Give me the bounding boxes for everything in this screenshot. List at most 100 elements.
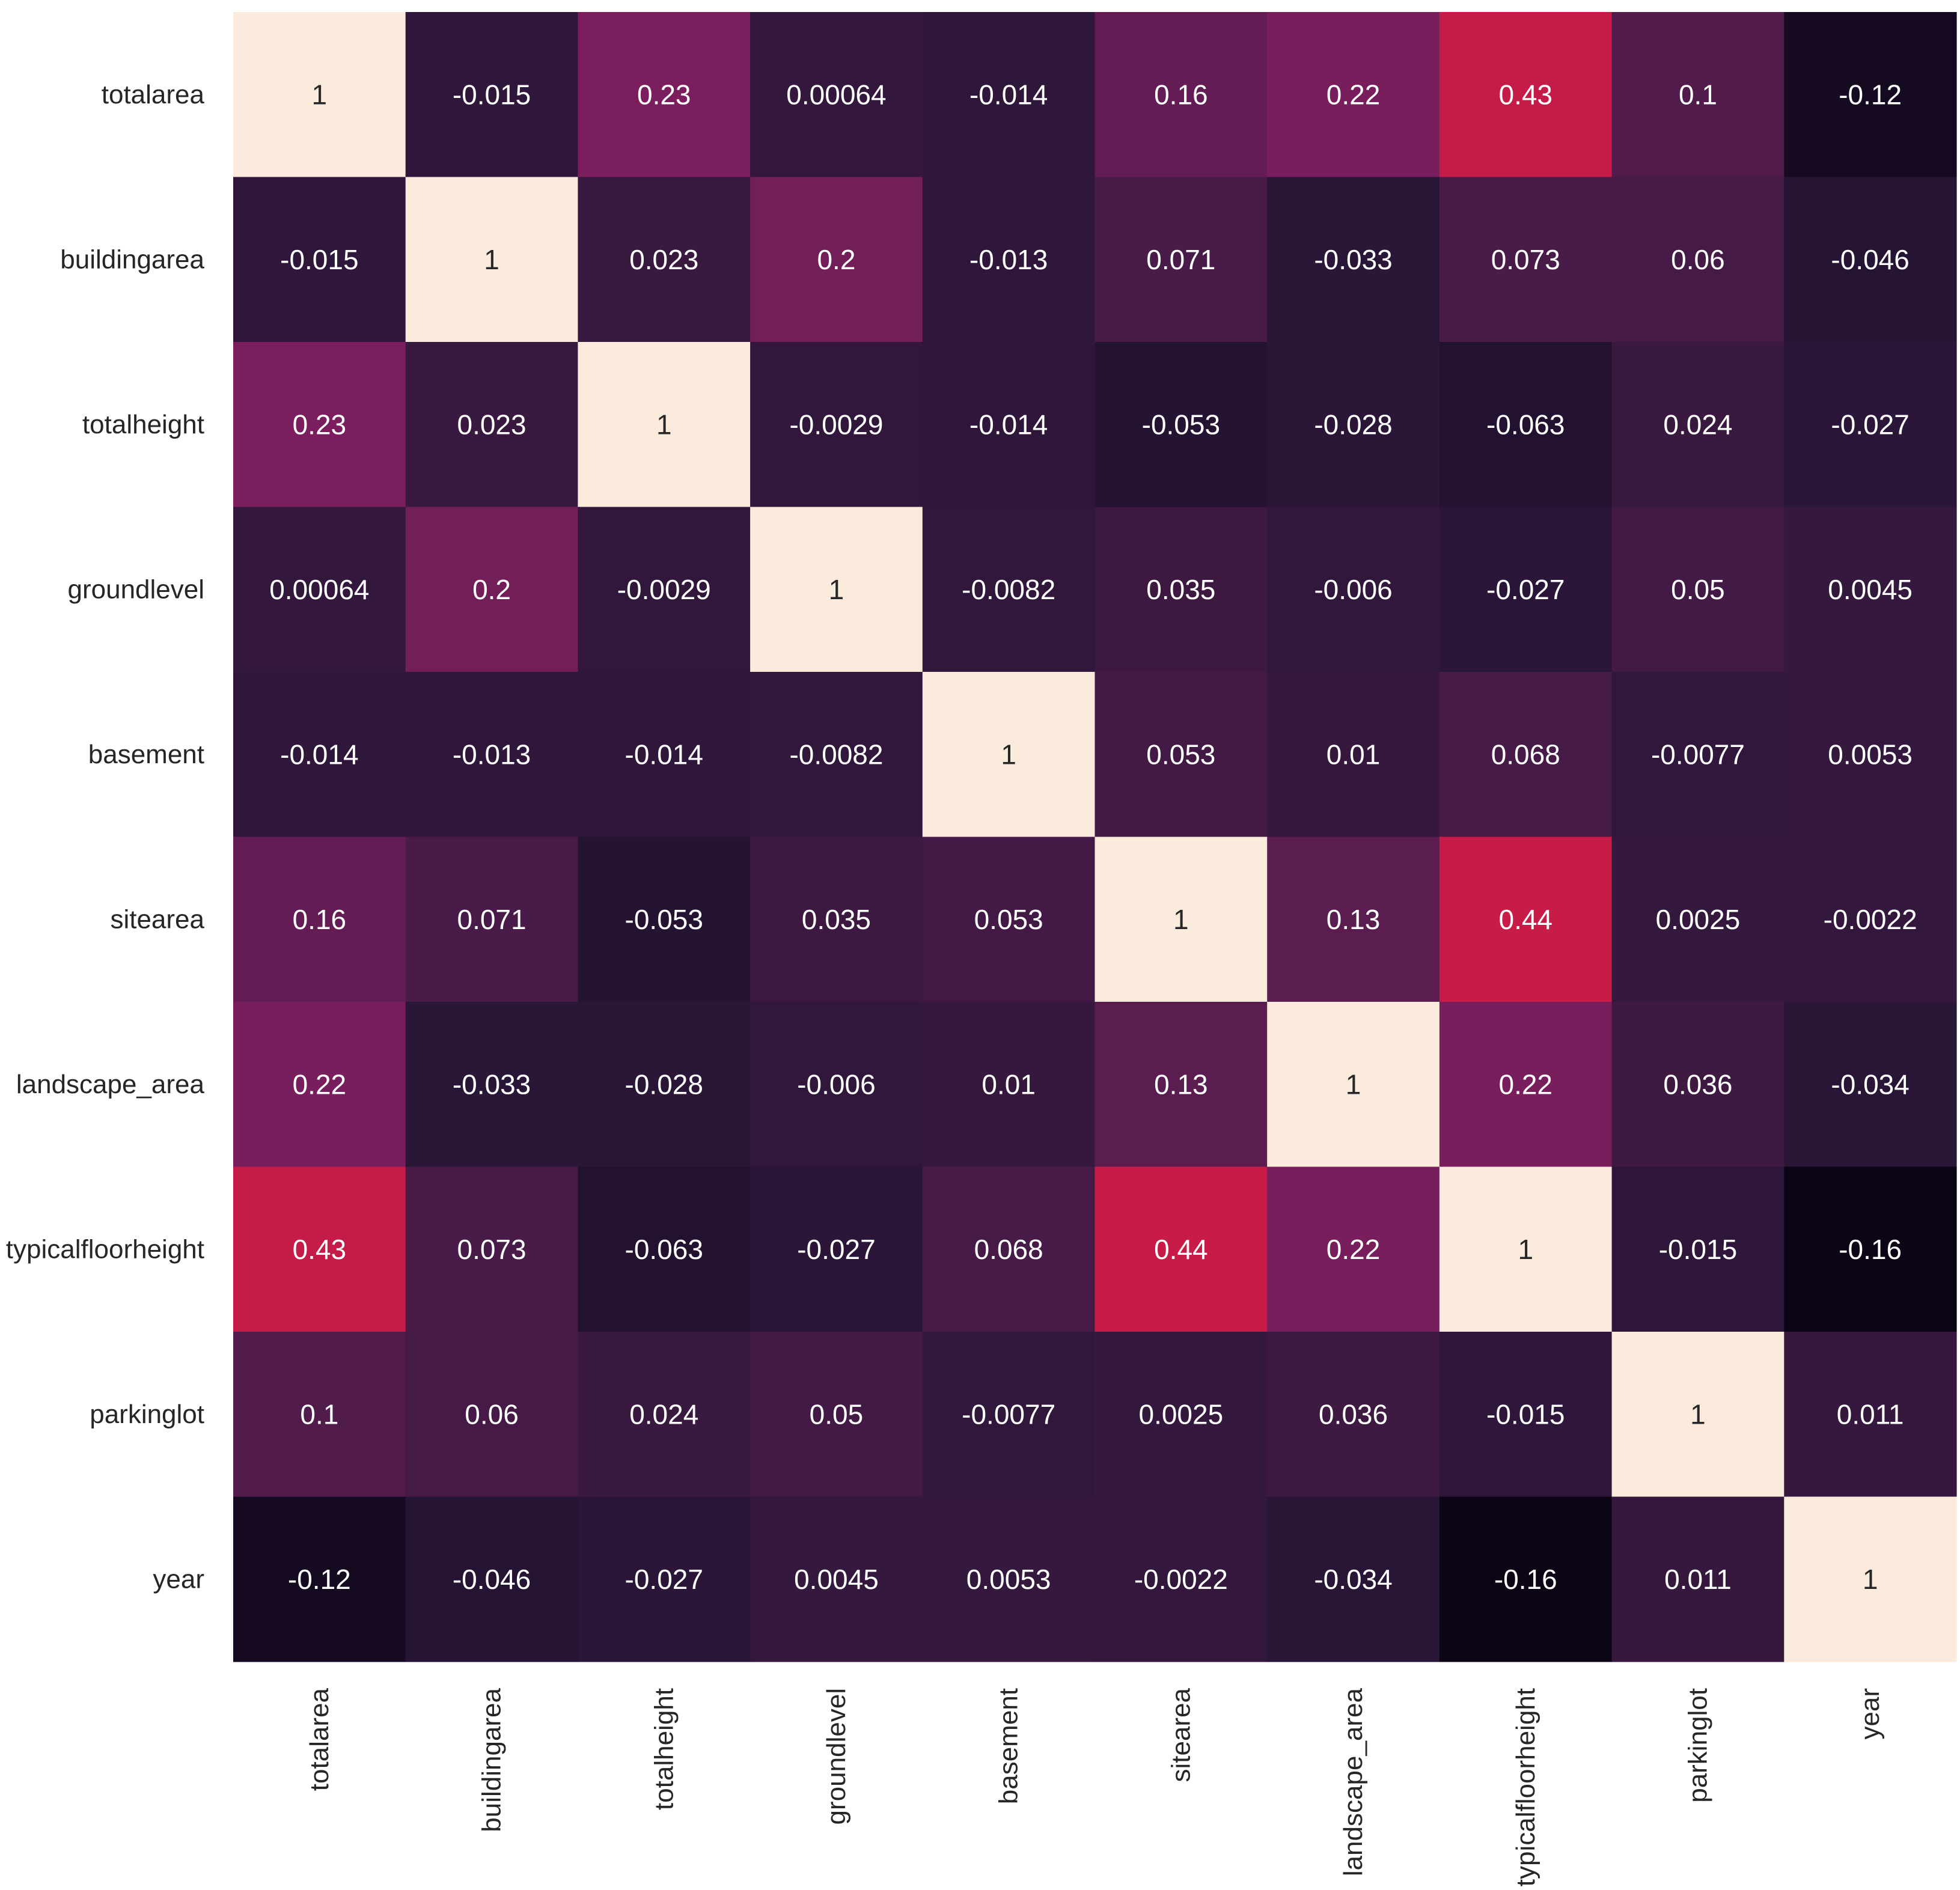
cell-value-label: 0.073 [1491,244,1560,275]
heatmap-cell-landscape_area-typicalfloorheight [1439,1002,1613,1168]
cell-value-label: -0.0082 [962,574,1055,605]
heatmap-cell-buildingarea-parkinglot [1611,177,1784,343]
heatmap-cell-typicalfloorheight-basement [922,1166,1096,1332]
heatmap-cell-buildingarea-year [1784,177,1957,343]
cell-value-label: 1 [1863,1564,1878,1595]
heatmap-cell-sitearea-landscape_area [1267,837,1440,1002]
heatmap-cell-landscape_area-sitearea [1094,1002,1268,1168]
cell-value-label: 0.06 [1671,244,1725,275]
heatmap-cell-sitearea-sitearea [1094,837,1268,1002]
heatmap-cell-parkinglot-year [1784,1332,1957,1498]
heatmap-cell-sitearea-basement [922,837,1096,1002]
cell-value-label: 0.053 [1146,739,1215,770]
heatmap-cell-basement-basement [922,672,1096,838]
heatmap-cell-groundlevel-totalarea [233,507,406,672]
cell-value-label: -0.013 [969,244,1048,275]
heatmap-cell-buildingarea-sitearea [1094,177,1268,343]
heatmap-cell-buildingarea-landscape_area [1267,177,1440,343]
cell-value-label: 0.1 [1679,79,1717,110]
cell-value-label: -0.028 [1314,409,1392,440]
heatmap-cell-year-totalarea [233,1496,406,1662]
cell-value-label: 0.053 [974,904,1043,935]
cell-value-label: -0.063 [1486,409,1565,440]
heatmap-cell-groundlevel-year [1784,507,1957,672]
heatmap-cell-year-groundlevel [750,1496,923,1662]
cell-value-label: -0.053 [625,904,703,935]
heatmap-cell-typicalfloorheight-groundlevel [750,1166,923,1332]
heatmap-cell-groundlevel-buildingarea [405,507,578,672]
cell-value-label: -0.015 [280,244,358,275]
cell-value-label: 0.023 [629,244,698,275]
heatmap-cell-year-typicalfloorheight [1439,1496,1613,1662]
cell-value-label: 0.0025 [1656,904,1741,935]
heatmap-cell-typicalfloorheight-year [1784,1166,1957,1332]
cell-value-label: -0.12 [1839,79,1902,110]
heatmap-cell-buildingarea-totalarea [233,177,406,343]
y-tick-label-groundlevel: groundlevel [68,575,205,604]
cell-value-label: 0.068 [1491,739,1560,770]
x-axis-tick-labels: totalarea buildingarea totalheight groundle… [305,1687,1885,1886]
heatmap-cell-typicalfloorheight-parkinglot [1611,1166,1784,1332]
heatmap-cell-totalarea-year [1784,12,1957,178]
heatmap-cell-year-basement [922,1496,1096,1662]
heatmap-cell-totalheight-landscape_area [1267,342,1440,508]
heatmap-cell-totalheight-year [1784,342,1957,508]
heatmap-cell-basement-year [1784,672,1957,838]
cell-value-label: -0.028 [625,1068,703,1100]
cell-value-label: 1 [1001,739,1016,770]
cell-value-label: 0.05 [810,1398,864,1430]
heatmap-cell-basement-typicalfloorheight [1439,672,1613,838]
cell-value-label: 0.0053 [1828,739,1913,770]
cell-value-label: -0.033 [453,1068,531,1100]
heatmap-cell-typicalfloorheight-totalheight [578,1166,751,1332]
heatmap-cell-basement-parkinglot [1611,672,1784,838]
heatmap-cell-totalarea-landscape_area [1267,12,1440,178]
cell-value-label: 1 [1518,1234,1533,1265]
cell-value-label: 0.01 [1327,739,1381,770]
cell-value-label: 0.071 [1146,244,1215,275]
cell-value-label: 1 [312,79,328,110]
x-tick-label-typicalfloorheight: typicalfloorheight [1511,1688,1540,1886]
cell-value-label: 0.071 [457,904,526,935]
cell-value-label: -0.014 [625,739,703,770]
cell-value-label: -0.034 [1314,1564,1392,1595]
cell-value-label: 0.13 [1154,1068,1208,1100]
heatmap-cell-year-landscape_area [1267,1496,1440,1662]
cell-value-label: -0.0029 [617,574,711,605]
cell-value-label: 0.011 [1837,1398,1904,1430]
cell-value-label: 0.00064 [269,574,369,605]
cell-value-label: 0.00064 [786,79,886,110]
heatmap-cell-typicalfloorheight-sitearea [1094,1166,1268,1332]
cell-value-label: 0.2 [472,574,511,605]
heatmap-cell-landscape_area-groundlevel [750,1002,923,1168]
heatmap-cell-basement-buildingarea [405,672,578,838]
heatmap-cell-totalarea-sitearea [1094,12,1268,178]
cell-value-label: 1 [484,244,499,275]
y-axis-tick-labels: totalarea buildingarea totalheight groundle… [6,80,205,1594]
y-tick-label-basement: basement [88,740,204,769]
heatmap-cell-sitearea-totalarea [233,837,406,1002]
heatmap-cell-buildingarea-buildingarea [405,177,578,343]
cell-value-label: -0.046 [453,1564,531,1595]
heatmap-cell-totalarea-groundlevel [750,12,923,178]
x-tick-label-parkinglot: parkinglot [1683,1688,1712,1803]
cell-value-label: 0.13 [1327,904,1381,935]
heatmap-cell-landscape_area-buildingarea [405,1002,578,1168]
y-tick-label-year: year [153,1564,204,1594]
heatmap-cell-totalarea-totalarea [233,12,406,178]
x-tick-label-totalheight: totalheight [649,1688,679,1810]
cell-value-label: -0.053 [1142,409,1220,440]
heatmap-cell-year-sitearea [1094,1496,1268,1662]
cell-value-label: 0.01 [982,1068,1036,1100]
cell-value-label: 0.0045 [1828,574,1913,605]
cell-value-label: 1 [656,409,672,440]
heatmap-cell-totalarea-parkinglot [1611,12,1784,178]
cell-value-label: 0.073 [457,1234,526,1265]
heatmap-cell-parkinglot-groundlevel [750,1332,923,1498]
cell-value-label: 0.1 [300,1398,338,1430]
cell-value-label: -0.006 [1314,574,1392,605]
heatmap-cell-parkinglot-buildingarea [405,1332,578,1498]
cell-value-label: 1 [829,574,844,605]
x-tick-label-year: year [1855,1688,1885,1740]
x-tick-label-sitearea: sitearea [1166,1687,1195,1782]
